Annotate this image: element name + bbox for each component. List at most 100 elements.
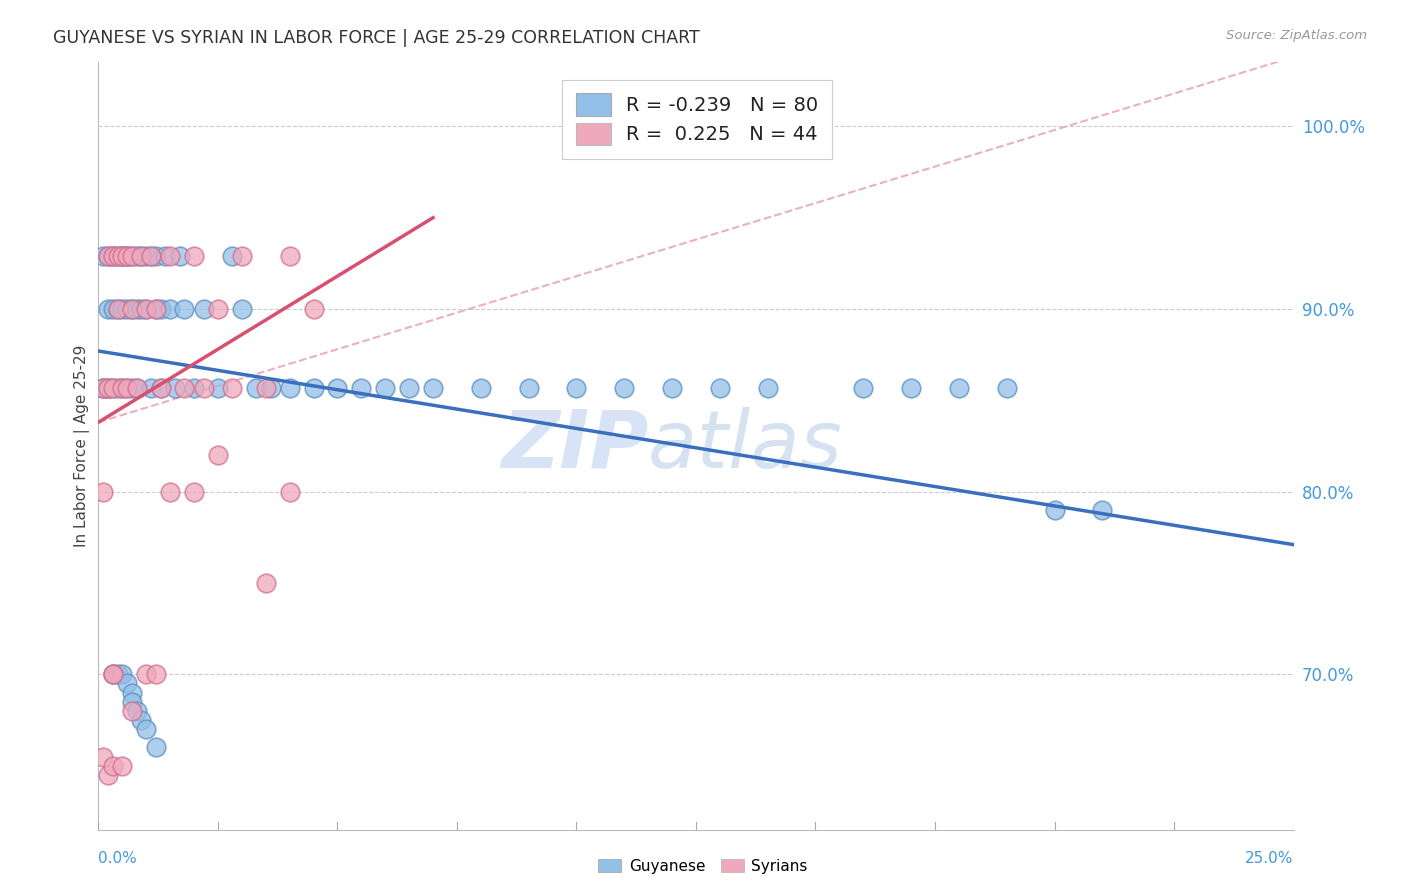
Point xyxy=(350,380,373,394)
Point xyxy=(101,667,124,681)
Point xyxy=(259,380,281,394)
Point xyxy=(517,380,540,394)
Point xyxy=(111,380,134,394)
Point xyxy=(254,576,277,591)
Text: ZIP: ZIP xyxy=(501,407,648,485)
Point xyxy=(111,301,134,316)
Point xyxy=(145,301,167,316)
Point xyxy=(231,301,253,316)
Point xyxy=(145,301,167,316)
Point xyxy=(121,301,143,316)
Point xyxy=(125,380,148,394)
Point xyxy=(155,249,177,263)
Point xyxy=(135,667,157,681)
Point xyxy=(115,249,138,263)
Point xyxy=(470,380,492,394)
Point xyxy=(948,380,970,394)
Point xyxy=(101,667,124,681)
Point xyxy=(111,249,134,263)
Point xyxy=(111,758,134,772)
Point xyxy=(121,704,143,718)
Point xyxy=(111,249,134,263)
Point xyxy=(131,249,153,263)
Point xyxy=(149,380,172,394)
Point xyxy=(278,484,301,499)
Point xyxy=(101,667,124,681)
Point xyxy=(115,249,138,263)
Point xyxy=(326,380,349,394)
Point xyxy=(101,249,124,263)
Point xyxy=(111,380,134,394)
Point xyxy=(101,249,124,263)
Point xyxy=(107,301,129,316)
Point xyxy=(107,667,129,681)
Point xyxy=(183,484,205,499)
Point xyxy=(169,249,191,263)
Text: 0.0%: 0.0% xyxy=(98,852,138,866)
Point xyxy=(97,768,120,782)
Point xyxy=(101,380,124,394)
Point xyxy=(131,301,153,316)
Y-axis label: In Labor Force | Age 25-29: In Labor Force | Age 25-29 xyxy=(75,345,90,547)
Point xyxy=(121,301,143,316)
Point xyxy=(995,380,1018,394)
Point xyxy=(709,380,731,394)
Point xyxy=(107,301,129,316)
Point xyxy=(91,749,114,764)
Point xyxy=(207,301,229,316)
Point xyxy=(131,713,153,727)
Point xyxy=(149,301,172,316)
Point xyxy=(149,380,172,394)
Point xyxy=(422,380,444,394)
Point xyxy=(245,380,267,394)
Point xyxy=(125,704,148,718)
Point xyxy=(302,380,325,394)
Point xyxy=(91,380,114,394)
Point xyxy=(183,249,205,263)
Point xyxy=(193,380,215,394)
Point xyxy=(91,380,114,394)
Point xyxy=(121,249,143,263)
Legend: R = -0.239   N = 80, R =  0.225   N = 44: R = -0.239 N = 80, R = 0.225 N = 44 xyxy=(562,79,832,159)
Point xyxy=(163,380,186,394)
Point xyxy=(278,249,301,263)
Point xyxy=(135,301,157,316)
Point xyxy=(101,301,124,316)
Point xyxy=(159,249,181,263)
Point xyxy=(125,249,148,263)
Point xyxy=(565,380,588,394)
Point xyxy=(900,380,922,394)
Point xyxy=(173,301,195,316)
Point xyxy=(278,380,301,394)
Point xyxy=(145,249,167,263)
Point xyxy=(398,380,420,394)
Point xyxy=(145,740,167,755)
Point xyxy=(115,380,138,394)
Point xyxy=(613,380,636,394)
Text: 25.0%: 25.0% xyxy=(1246,852,1294,866)
Point xyxy=(221,249,243,263)
Point xyxy=(121,380,143,394)
Point xyxy=(756,380,779,394)
Point xyxy=(107,249,129,263)
Point xyxy=(125,380,148,394)
Point xyxy=(374,380,396,394)
Point xyxy=(661,380,683,394)
Text: Source: ZipAtlas.com: Source: ZipAtlas.com xyxy=(1226,29,1367,42)
Point xyxy=(91,484,114,499)
Point xyxy=(207,448,229,462)
Point xyxy=(125,301,148,316)
Point xyxy=(115,301,138,316)
Point xyxy=(302,301,325,316)
Legend: Guyanese, Syrians: Guyanese, Syrians xyxy=(592,853,814,880)
Point xyxy=(97,249,120,263)
Point xyxy=(101,380,124,394)
Point xyxy=(139,249,162,263)
Point xyxy=(115,676,138,690)
Point xyxy=(115,380,138,394)
Point xyxy=(135,249,157,263)
Point xyxy=(111,667,134,681)
Point xyxy=(97,380,120,394)
Point xyxy=(207,380,229,394)
Point xyxy=(121,249,143,263)
